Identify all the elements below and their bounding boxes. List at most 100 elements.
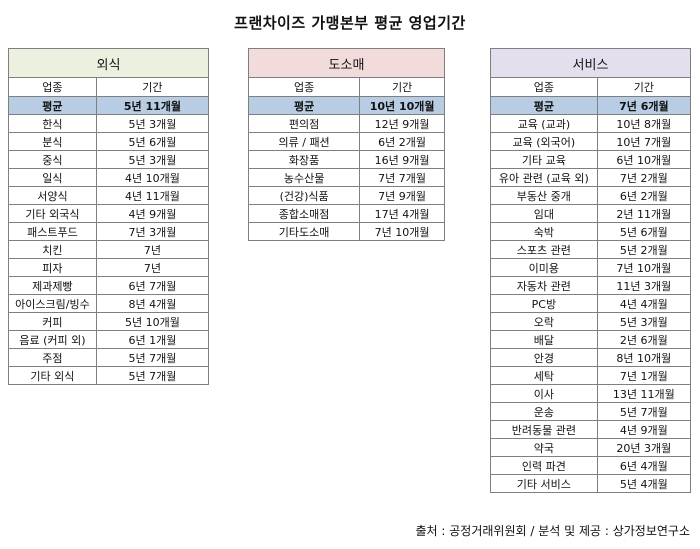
column-header-industry: 업종	[8, 77, 97, 97]
industry-cell: 서양식	[8, 186, 97, 205]
service-table-title: 서비스	[490, 48, 691, 78]
industry-cell: 기타 외국식	[8, 204, 97, 223]
table-row: 농수산물 7년 7개월	[247, 168, 445, 187]
period-cell: 6년 10개월	[596, 150, 692, 169]
table-row: 아이스크림/빙수 8년 4개월	[8, 294, 210, 313]
period-cell: 4년 10개월	[95, 168, 210, 187]
industry-cell: 분식	[8, 132, 97, 151]
table-row: 반려동물 관련 4년 9개월	[490, 420, 692, 439]
period-cell: 8년 10개월	[596, 348, 692, 367]
source-note: 출처 : 공정거래위원회 / 분석 및 제공 : 상가정보연구소	[415, 524, 691, 538]
dining-table: 외식 업종 기간 평균 5년 11개월 한식 5년 3개월 분식 5년 6개월 중식 5년 3개월 일…	[8, 48, 210, 385]
table-row: 제과제빵 6년 7개월	[8, 276, 210, 295]
industry-cell: 이사	[490, 384, 598, 403]
period-cell: 5년 4개월	[596, 474, 692, 493]
period-cell: 4년 9개월	[95, 204, 210, 223]
period-cell: 2년 11개월	[596, 204, 692, 223]
period-cell: 6년 2개월	[359, 132, 445, 151]
industry-cell: 중식	[8, 150, 97, 169]
table-row: 교육 (외국어) 10년 7개월	[490, 132, 692, 151]
industry-cell: 인력 파견	[490, 456, 598, 475]
table-row: (건강)식품 7년 9개월	[247, 186, 445, 205]
period-cell: 6년 2개월	[596, 186, 692, 205]
industry-cell: 기타도소매	[247, 222, 361, 241]
table-row: 패스트푸드 7년 3개월	[8, 222, 210, 241]
table-row: 스포츠 관련 5년 2개월	[490, 240, 692, 259]
industry-cell: 편의점	[247, 114, 361, 133]
period-cell: 7년 2개월	[596, 168, 692, 187]
period-cell: 5년 10개월	[95, 312, 210, 331]
period-cell: 7년 9개월	[359, 186, 445, 205]
table-row: 커피 5년 10개월	[8, 312, 210, 331]
table-row: 배달 2년 6개월	[490, 330, 692, 349]
column-header-industry: 업종	[490, 77, 598, 97]
table-row: 안경 8년 10개월	[490, 348, 692, 367]
period-cell: 7년 10개월	[359, 222, 445, 241]
industry-cell: 운송	[490, 402, 598, 421]
period-cell: 5년 3개월	[95, 150, 210, 169]
industry-cell: 화장품	[247, 150, 361, 169]
industry-cell: (건강)식품	[247, 186, 361, 205]
period-cell: 10년 10개월	[359, 96, 445, 115]
industry-cell: 세탁	[490, 366, 598, 385]
industry-cell: 농수산물	[247, 168, 361, 187]
period-cell: 8년 4개월	[95, 294, 210, 313]
table-row: 인력 파견 6년 4개월	[490, 456, 692, 475]
table-row: 종합소매점 17년 4개월	[247, 204, 445, 223]
table-row: 약국 20년 3개월	[490, 438, 692, 457]
industry-cell: 이미용	[490, 258, 598, 277]
period-cell: 6년 4개월	[596, 456, 692, 475]
table-row: 주점 5년 7개월	[8, 348, 210, 367]
period-cell: 17년 4개월	[359, 204, 445, 223]
period-cell: 5년 3개월	[95, 114, 210, 133]
table-row: 분식 5년 6개월	[8, 132, 210, 151]
table-row: 서양식 4년 11개월	[8, 186, 210, 205]
period-cell: 10년 8개월	[596, 114, 692, 133]
retail-table: 도소매 업종 기간 평균 10년 10개월 편의점 12년 9개월 의류 / 패션 6년 2개월…	[247, 48, 445, 241]
period-cell: 5년 7개월	[95, 348, 210, 367]
period-cell: 7년	[95, 258, 210, 277]
period-cell: 5년 2개월	[596, 240, 692, 259]
industry-cell: 아이스크림/빙수	[8, 294, 97, 313]
period-cell: 7년 7개월	[359, 168, 445, 187]
table-row: 부동산 중개 6년 2개월	[490, 186, 692, 205]
column-header-industry: 업종	[247, 77, 361, 97]
industry-cell: 기타 서비스	[490, 474, 598, 493]
average-row: 평균 10년 10개월	[247, 96, 445, 115]
column-header-period: 기간	[359, 77, 445, 97]
period-cell: 6년 1개월	[95, 330, 210, 349]
table-row: 기타 외식 5년 7개월	[8, 366, 210, 385]
table-row: 숙박 5년 6개월	[490, 222, 692, 241]
industry-cell: 반려동물 관련	[490, 420, 598, 439]
table-row: 화장품 16년 9개월	[247, 150, 445, 169]
industry-cell: 스포츠 관련	[490, 240, 598, 259]
table-row: 기타 외국식 4년 9개월	[8, 204, 210, 223]
table-row: 세탁 7년 1개월	[490, 366, 692, 385]
table-row: 음료 (커피 외) 6년 1개월	[8, 330, 210, 349]
table-row: 임대 2년 11개월	[490, 204, 692, 223]
industry-cell: 기타 외식	[8, 366, 97, 385]
service-table: 서비스 업종 기간 평균 7년 6개월 교육 (교과) 10년 8개월 교육 (외국어) 10년…	[490, 48, 692, 493]
period-cell: 5년 6개월	[596, 222, 692, 241]
industry-cell: 안경	[490, 348, 598, 367]
industry-cell: 교육 (외국어)	[490, 132, 598, 151]
industry-cell: 임대	[490, 204, 598, 223]
industry-cell: 숙박	[490, 222, 598, 241]
industry-cell: 커피	[8, 312, 97, 331]
period-cell: 7년 6개월	[596, 96, 692, 115]
period-cell: 4년 4개월	[596, 294, 692, 313]
table-row: 피자 7년	[8, 258, 210, 277]
industry-cell: 치킨	[8, 240, 97, 259]
industry-cell: 자동차 관련	[490, 276, 598, 295]
industry-cell: 부동산 중개	[490, 186, 598, 205]
table-row: 오락 5년 3개월	[490, 312, 692, 331]
period-cell: 2년 6개월	[596, 330, 692, 349]
table-row: 치킨 7년	[8, 240, 210, 259]
dining-table-title: 외식	[8, 48, 209, 78]
period-cell: 10년 7개월	[596, 132, 692, 151]
table-row: 편의점 12년 9개월	[247, 114, 445, 133]
industry-cell: 평균	[8, 96, 97, 115]
table-row: 교육 (교과) 10년 8개월	[490, 114, 692, 133]
period-cell: 5년 3개월	[596, 312, 692, 331]
table-row: 일식 4년 10개월	[8, 168, 210, 187]
